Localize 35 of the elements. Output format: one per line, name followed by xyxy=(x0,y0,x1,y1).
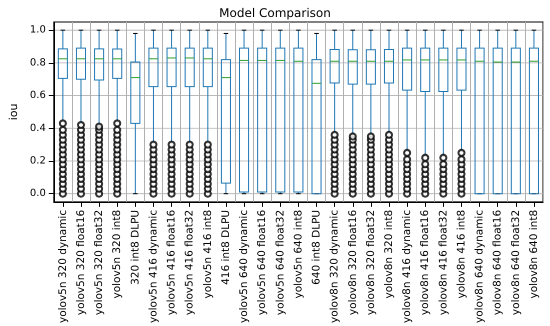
y-axis-title: iou xyxy=(7,104,20,120)
x-tick-label: yolov5n 640 float16 xyxy=(256,210,268,316)
x-tick-label: 640 int8 DLPU xyxy=(310,210,323,285)
x-tick-label: yolov5n 640 dynamic xyxy=(238,210,250,324)
x-tick-label: yolov5n 416 int8 xyxy=(202,210,214,298)
y-tick-label: 0.2 xyxy=(30,155,46,166)
chart-title: Model Comparison xyxy=(219,6,331,20)
x-tick-label: yolov8n 640 float16 xyxy=(492,210,504,316)
x-tick-label: yolov5n 416 float32 xyxy=(184,210,196,316)
y-tick-label: 0.8 xyxy=(30,57,46,68)
x-tick-label: yolov5n 320 float32 xyxy=(93,210,106,316)
x-tick-label: yolov5n 320 int8 xyxy=(111,210,124,298)
x-tick-label: yolov8n 416 float32 xyxy=(437,210,450,316)
y-tick-label: 0.6 xyxy=(30,90,46,102)
y-tick-label: 0.4 xyxy=(30,122,46,134)
x-tick-label: yolov5n 416 dynamic xyxy=(147,210,160,324)
x-tick-label: yolov5n 640 int8 xyxy=(292,210,304,298)
x-tick-label: yolov8n 320 dynamic xyxy=(328,210,341,324)
x-tick-label: yolov8n 640 float32 xyxy=(510,210,522,316)
x-tick-label: yolov8n 320 int8 xyxy=(382,210,395,298)
x-tick-label: yolov8n 320 float16 xyxy=(346,210,359,316)
x-tick-label: yolov5n 416 float16 xyxy=(166,210,178,316)
x-tick-label: yolov8n 416 float16 xyxy=(419,210,432,316)
x-tick-label: yolov8n 640 int8 xyxy=(528,210,540,298)
x-tick-label: yolov5n 320 float16 xyxy=(74,210,87,316)
x-tick-label: yolov8n 320 float32 xyxy=(364,210,377,316)
x-tick-label: 320 int8 DLPU xyxy=(129,210,142,285)
x-tick-label: yolov8n 416 dynamic xyxy=(401,210,414,324)
y-tick-label: 0.0 xyxy=(30,188,46,200)
x-tick-label: yolov5n 320 dynamic xyxy=(56,210,69,324)
y-tick-label: 1.0 xyxy=(30,24,46,36)
x-tick-label: yolov8n 416 int8 xyxy=(455,210,468,298)
x-tick-label: yolov8n 640 dynamic xyxy=(474,210,486,324)
x-tick-label: 416 int8 DLPU xyxy=(220,210,232,285)
x-tick-label: yolov5n 640 float32 xyxy=(274,210,286,316)
